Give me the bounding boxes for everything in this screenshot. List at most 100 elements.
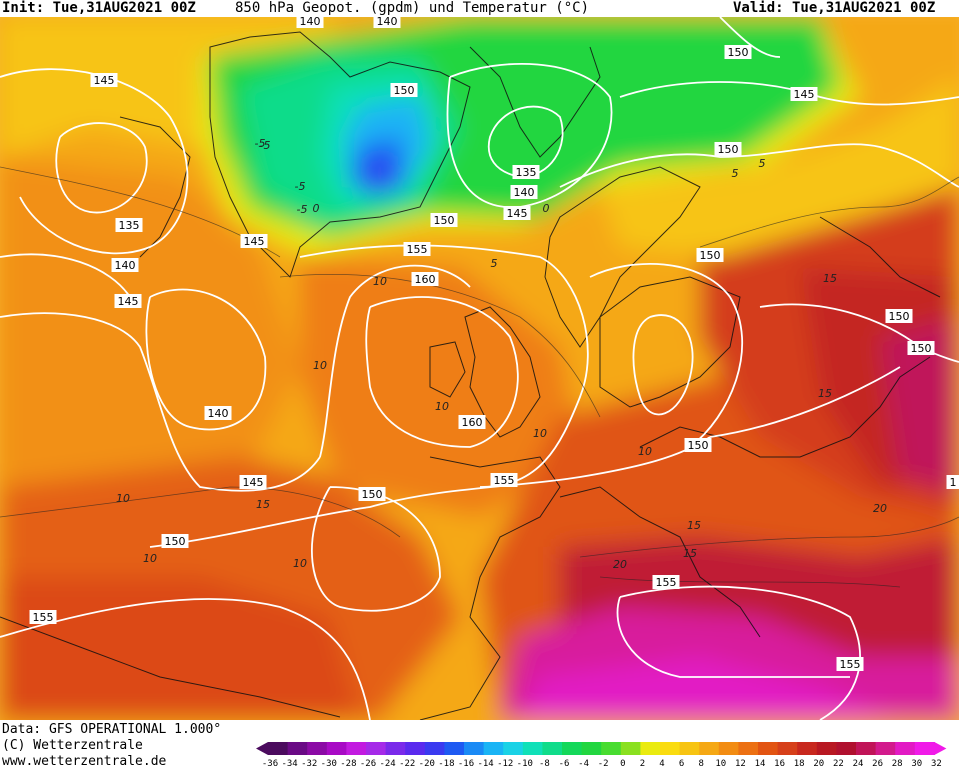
temp-contour-label: 15 (818, 387, 832, 400)
scale-tick-label: 26 (872, 759, 883, 769)
scale-tick-label: -8 (539, 759, 550, 769)
scale-tick-label: 0 (620, 759, 625, 769)
scale-swatch (738, 742, 759, 755)
scale-swatch (326, 742, 347, 755)
temp-contour-label: 15 (683, 547, 697, 560)
scale-tick-label: 4 (659, 759, 664, 769)
height-contour-label: 145 (503, 206, 531, 220)
scale-tick-label: -22 (399, 759, 415, 769)
svg-text:145: 145 (507, 207, 528, 220)
svg-text:150: 150 (688, 439, 709, 452)
scale-swatch (346, 742, 367, 755)
scale-swatch (522, 742, 543, 755)
svg-text:145: 145 (118, 295, 139, 308)
color-scale-legend: -36 -34 -32 -30 -28 -26 -24 -22 -20 -18 -16 -14 -12-… (256, 742, 947, 769)
scale-swatch (503, 742, 524, 755)
scale-swatch (366, 742, 387, 755)
svg-text:150: 150 (911, 342, 932, 355)
temp-contour-label: 10 (435, 400, 449, 413)
scale-swatch (758, 742, 779, 755)
scale-swatch (464, 742, 485, 755)
height-contour-label: 150 (696, 248, 724, 262)
height-contour-label: 140 (111, 258, 139, 272)
scale-tick-label: -30 (321, 759, 337, 769)
temp-contour-label: 5 (759, 157, 766, 170)
temp-contour-label: -5 (297, 203, 308, 216)
scale-swatch (620, 742, 641, 755)
website-link[interactable]: www.wetterzentrale.de (2, 754, 167, 769)
height-contour-label: 150 (430, 213, 458, 227)
scale-swatch (640, 742, 661, 755)
height-contour-label: 145 (239, 475, 267, 489)
scale-swatch (914, 742, 935, 755)
scale-swatch (444, 742, 465, 755)
svg-text:155: 155 (656, 576, 677, 589)
height-contour-label: 150 (684, 438, 712, 452)
scale-swatch (268, 742, 289, 755)
scale-tick-label: 6 (679, 759, 684, 769)
scale-tick-label: -24 (379, 759, 395, 769)
scale-tick-label: 20 (813, 759, 824, 769)
height-contour-label: 145 (114, 294, 142, 308)
scale-tick-label: -2 (598, 759, 609, 769)
svg-text:145: 145 (94, 74, 115, 87)
svg-text:160: 160 (462, 416, 483, 429)
svg-text:150: 150 (700, 249, 721, 262)
scale-swatch (483, 742, 504, 755)
scale-tick-label: 30 (911, 759, 922, 769)
svg-text:140: 140 (115, 259, 136, 272)
svg-text:155: 155 (494, 474, 515, 487)
temp-contour-label: 5 (491, 257, 498, 270)
chart-title: 850 hPa Geopot. (gpdm) und Temperatur (°… (235, 0, 590, 16)
scale-tick-label: 24 (853, 759, 864, 769)
temp-contour-label: 20 (873, 502, 887, 515)
height-contour-label: 150 (714, 142, 742, 156)
scale-swatch (542, 742, 563, 755)
height-contour-label: 155 (652, 575, 680, 589)
height-contour-label: 145 (240, 234, 268, 248)
svg-text:135: 135 (119, 219, 140, 232)
height-contour-label: 155 (490, 473, 518, 487)
height-contour-label: 140 (296, 17, 324, 28)
scale-swatch (836, 742, 857, 755)
svg-text:145: 145 (243, 476, 264, 489)
height-contour-label: 1 (946, 475, 959, 489)
svg-text:145: 145 (794, 88, 815, 101)
scale-tick-label: -18 (438, 759, 454, 769)
scale-tick-label: -36 (262, 759, 278, 769)
scale-tick-label: 2 (640, 759, 645, 769)
svg-text:150: 150 (362, 488, 383, 501)
temp-contour-label: -5 (255, 137, 266, 150)
height-contour-label: 135 (115, 218, 143, 232)
temp-contour-label: 5 (732, 167, 739, 180)
height-contour-label: 145 (90, 73, 118, 87)
temp-contour-label: 15 (823, 272, 837, 285)
svg-text:150: 150 (434, 214, 455, 227)
height-contour-label: 140 (204, 406, 232, 420)
scale-swatch (699, 742, 720, 755)
valid-time: Valid: Tue,31AUG2021 00Z (733, 0, 936, 16)
height-contour-label: 155 (403, 242, 431, 256)
temp-contour-label: 10 (143, 552, 157, 565)
svg-text:140: 140 (377, 17, 398, 28)
svg-text:145: 145 (244, 235, 265, 248)
data-source: Data: GFS OPERATIONAL 1.000° (2, 722, 222, 737)
temp-contour-label: -5 (295, 180, 306, 193)
scale-swatch (562, 742, 583, 755)
scale-tick-label: -34 (281, 759, 297, 769)
scale-tick-label: 22 (833, 759, 844, 769)
scale-tick-label: 28 (892, 759, 903, 769)
temp-contour-label: 15 (256, 498, 270, 511)
height-contour-label: 145 (790, 87, 818, 101)
svg-text:150: 150 (165, 535, 186, 548)
scale-tick-label: -10 (517, 759, 533, 769)
scale-swatch (601, 742, 622, 755)
scale-tick-label: -28 (340, 759, 356, 769)
scale-tick-label: 12 (735, 759, 746, 769)
scale-tick-label: 32 (931, 759, 942, 769)
scale-swatch (581, 742, 602, 755)
temp-contour-label: 10 (638, 445, 652, 458)
svg-text:155: 155 (840, 658, 861, 671)
